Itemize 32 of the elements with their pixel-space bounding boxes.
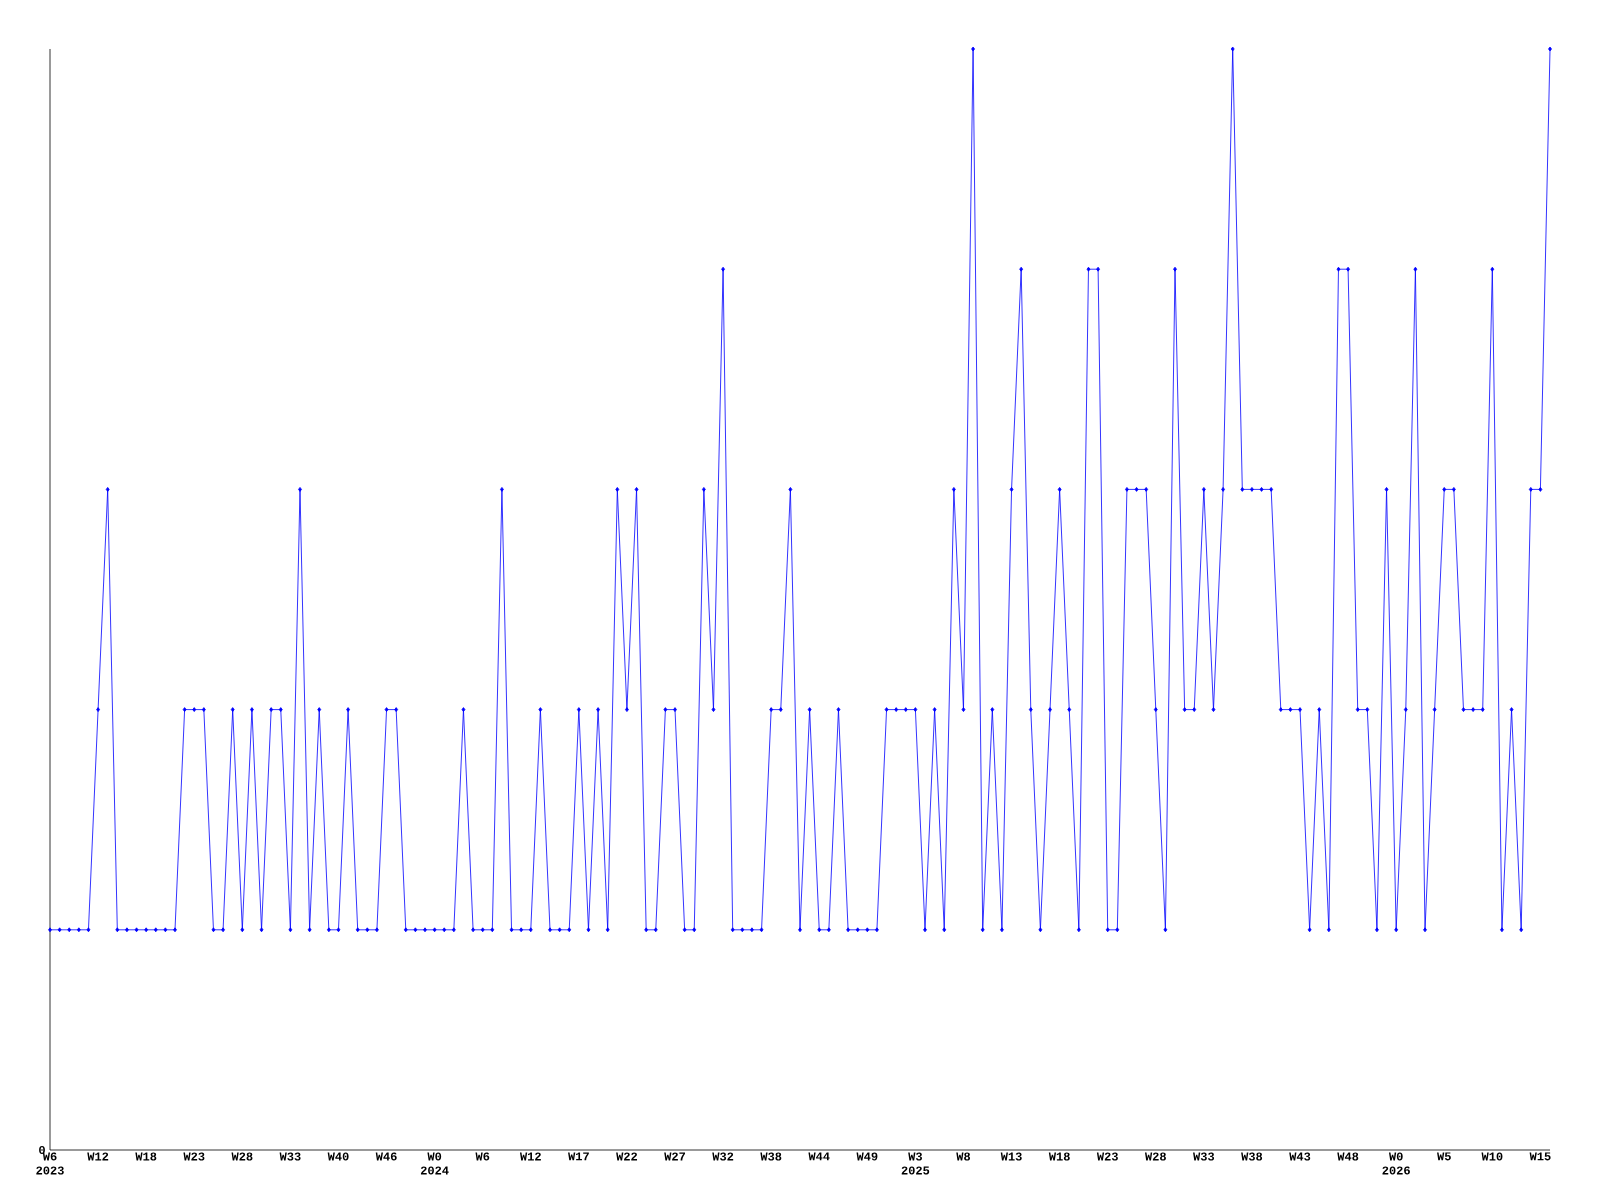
x-tick-label: W33	[1193, 1152, 1215, 1161]
x-tick-label: W27	[664, 1152, 686, 1161]
x-tick-label: W22	[616, 1152, 638, 1161]
x-tick-label: W49	[856, 1152, 878, 1161]
x-tick-label: W23	[183, 1152, 205, 1161]
x-tick-label: W32	[712, 1152, 734, 1161]
x-tick-label: W18	[1048, 1152, 1070, 1161]
x-tick-label: W6	[475, 1152, 490, 1161]
x-tick-label: W44	[808, 1152, 830, 1161]
x-tick-label: W28	[1144, 1152, 1166, 1161]
x-tick-label: W28	[231, 1152, 253, 1161]
x-tick-label: W0 2024	[420, 1152, 449, 1175]
x-tick-label: W0 2026	[1382, 1152, 1410, 1175]
x-tick-label: W48	[1337, 1152, 1359, 1161]
x-tick-label: W12	[519, 1152, 541, 1161]
x-tick-label: W38	[760, 1152, 782, 1161]
x-tick-label: W5	[1437, 1152, 1451, 1161]
x-tick-label: W43	[1289, 1152, 1311, 1161]
x-tick-label: W13	[1000, 1152, 1022, 1161]
x-tick-label: W8	[956, 1152, 971, 1161]
x-tick-label: W23	[1096, 1152, 1118, 1161]
text: 0	[39, 1145, 45, 1155]
x-tick-label: W40	[327, 1152, 349, 1161]
x-tick-label: W46	[375, 1152, 397, 1161]
x-tick-label: W15	[1529, 1152, 1551, 1161]
x-tick-label: W10	[1481, 1152, 1503, 1161]
x-tick-label: W3 2025	[901, 1152, 930, 1175]
x-tick-label: W38	[1241, 1152, 1263, 1161]
x-tick-label: W18	[135, 1152, 157, 1161]
x-tick-label: W33	[279, 1152, 301, 1161]
x-tick-label: W17	[568, 1152, 589, 1161]
x-tick-label: W12	[87, 1152, 109, 1161]
